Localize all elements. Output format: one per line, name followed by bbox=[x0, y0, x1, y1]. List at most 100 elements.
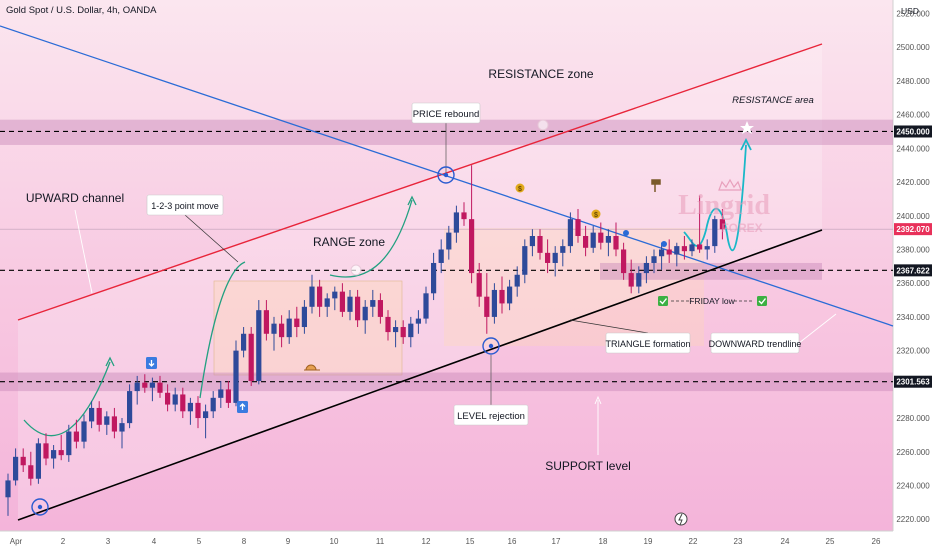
price-label: 2367.622 bbox=[896, 266, 930, 275]
x-tick-label: 5 bbox=[197, 537, 202, 546]
circle-marker bbox=[482, 337, 500, 355]
symbol-title: Gold Spot / U.S. Dollar, 4h, OANDA bbox=[6, 5, 157, 16]
candle-body bbox=[73, 431, 79, 442]
x-tick-label: 22 bbox=[689, 537, 698, 546]
annotation-triangle: TRIANGLE formation bbox=[605, 339, 690, 349]
x-tick-label: 17 bbox=[552, 537, 561, 546]
candle-body bbox=[659, 249, 665, 257]
candle-body bbox=[96, 407, 102, 425]
annotation-price-rebound: PRICE rebound bbox=[413, 109, 480, 120]
candle-body bbox=[590, 232, 596, 248]
candle-body bbox=[20, 456, 26, 466]
candle-body bbox=[225, 389, 231, 403]
candle-body bbox=[271, 323, 277, 334]
price-label: 2392.070 bbox=[896, 225, 930, 234]
x-tick-label: 23 bbox=[734, 537, 743, 546]
candle-body bbox=[286, 318, 292, 338]
candle-body bbox=[484, 296, 490, 317]
channel-fill bbox=[18, 44, 822, 520]
callout-triangle bbox=[605, 332, 691, 354]
watermark-sub: FOREX bbox=[721, 221, 762, 235]
candle-body bbox=[575, 219, 581, 236]
candle-body bbox=[393, 327, 399, 333]
money-bag-icon-2 bbox=[591, 209, 601, 219]
signal-dot bbox=[661, 241, 667, 247]
x-tick-label: 2 bbox=[61, 537, 66, 546]
annotation-level-rejection: LEVEL rejection bbox=[457, 411, 525, 422]
candle-body bbox=[127, 391, 133, 424]
candle-body bbox=[666, 249, 672, 255]
callout-price-rebound bbox=[411, 102, 481, 124]
annotation-range-zone: RANGE zone bbox=[313, 235, 385, 249]
y-tick-label: 2480.000 bbox=[896, 77, 930, 86]
lightning-icon bbox=[674, 512, 688, 526]
candle-body bbox=[142, 382, 148, 388]
y-tick-label: 2240.000 bbox=[896, 481, 930, 490]
price-label-box bbox=[894, 375, 932, 388]
candle-body bbox=[446, 232, 452, 250]
candle-body bbox=[461, 212, 467, 220]
candle-body bbox=[134, 382, 140, 392]
candle-body bbox=[400, 327, 406, 338]
callout-downward-trendline bbox=[710, 332, 800, 354]
candle-body bbox=[605, 236, 611, 243]
candle-body bbox=[643, 262, 649, 274]
candle-body bbox=[712, 219, 718, 247]
move-arc-1 bbox=[23, 361, 111, 437]
candle-body bbox=[560, 246, 566, 253]
candle-body bbox=[583, 236, 589, 248]
candle-body bbox=[522, 246, 528, 275]
x-tick-label: Apr bbox=[10, 537, 23, 546]
candle-body bbox=[5, 480, 11, 498]
circle-marker bbox=[31, 498, 49, 516]
check-mark-right bbox=[758, 298, 767, 305]
lightning-bolt bbox=[678, 513, 683, 526]
x-tick-label: 8 bbox=[242, 537, 247, 546]
candle-body bbox=[636, 273, 642, 287]
candle-body bbox=[415, 318, 421, 324]
candle-body bbox=[218, 389, 224, 398]
range-box bbox=[213, 280, 403, 376]
candle-body bbox=[35, 443, 41, 479]
candle-body bbox=[377, 300, 383, 317]
hammer-icon bbox=[651, 179, 661, 192]
candle-body bbox=[704, 246, 710, 250]
annotation-downward-trendline: DOWNWARD trendline bbox=[709, 339, 802, 349]
y-tick-label: 2460.000 bbox=[896, 111, 930, 120]
callout-123-move bbox=[146, 194, 224, 216]
candle-body bbox=[119, 423, 125, 432]
zone-friday-low bbox=[600, 262, 822, 280]
snail-icon bbox=[304, 364, 320, 371]
circle-marker-dot bbox=[37, 504, 43, 510]
candle-body bbox=[355, 296, 361, 321]
leader-upward-channel bbox=[74, 209, 93, 294]
candle-body bbox=[187, 402, 193, 412]
x-tick-label: 26 bbox=[872, 537, 881, 546]
candle-body bbox=[598, 232, 604, 243]
candle-body bbox=[438, 249, 444, 263]
candle-body bbox=[476, 273, 482, 297]
y-tick-label: 2420.000 bbox=[896, 178, 930, 187]
candle-body bbox=[279, 323, 285, 338]
leader-123 bbox=[184, 214, 239, 263]
candle-body bbox=[621, 249, 627, 274]
leader-downward bbox=[798, 313, 837, 344]
watermark-brand: Lingrid bbox=[678, 190, 770, 221]
candle-body bbox=[111, 416, 117, 432]
candle-body bbox=[294, 318, 300, 328]
candle-body bbox=[453, 212, 459, 233]
candle-body bbox=[309, 286, 315, 307]
zone-support bbox=[0, 372, 893, 392]
candle-body bbox=[195, 402, 201, 419]
candle-body bbox=[529, 236, 535, 247]
candle-body bbox=[514, 274, 520, 287]
x-tick-label: 3 bbox=[106, 537, 111, 546]
price-labels-layer: 2450.000 2392.070 2367.622 2301.563 bbox=[894, 125, 932, 388]
price-label-box bbox=[894, 264, 932, 277]
y-tick-label: 2380.000 bbox=[896, 245, 930, 254]
candle-body bbox=[58, 450, 64, 456]
candle-body bbox=[651, 256, 657, 263]
candle-body bbox=[149, 382, 155, 388]
arrow-up-glyph bbox=[239, 403, 246, 410]
